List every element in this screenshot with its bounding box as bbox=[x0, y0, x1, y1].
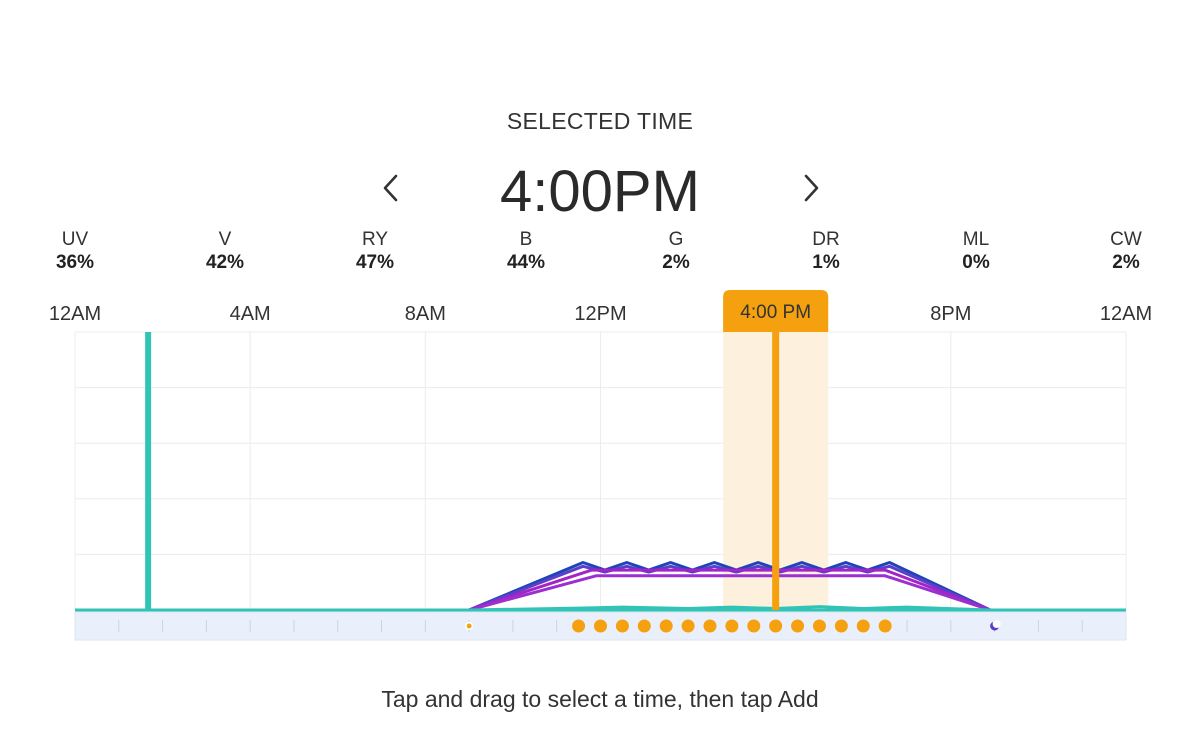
timeline-dot bbox=[572, 619, 586, 633]
timeline-dot bbox=[791, 619, 805, 633]
timeline-dot bbox=[856, 619, 870, 633]
channel-name: B bbox=[519, 229, 533, 250]
timeline-dot bbox=[637, 619, 651, 633]
channel-ml: ML 0% bbox=[926, 228, 1026, 274]
timeline-dot bbox=[769, 619, 783, 633]
channel-b: B 44% bbox=[476, 228, 576, 274]
channel-name: UV bbox=[61, 229, 89, 250]
channel-name: G bbox=[668, 229, 684, 250]
x-tick-label: 12PM bbox=[574, 303, 626, 325]
timeline-dot bbox=[747, 619, 761, 633]
next-time-button[interactable] bbox=[791, 168, 831, 208]
instruction-text: Tap and drag to select a time, then tap … bbox=[381, 686, 819, 712]
channel-values: UV 36% V 42% RY 47% B 44% G 2% DR 1% ML … bbox=[0, 228, 1200, 278]
schedule-chart[interactable]: 4:00 PM 12AM 4AM 8AM 12PM 8PM 12AM bbox=[0, 285, 1200, 655]
timeline-dot bbox=[812, 619, 826, 633]
timeline-dot bbox=[594, 619, 607, 633]
channel-v: V 42% bbox=[175, 228, 275, 274]
x-tick-label: 12AM bbox=[49, 303, 101, 325]
channel-uv: UV 36% bbox=[25, 228, 125, 274]
chevron-left-icon bbox=[383, 174, 398, 202]
time-cursor-badge bbox=[723, 290, 829, 332]
chevron-right-icon bbox=[804, 174, 819, 202]
channel-value: 44% bbox=[506, 252, 546, 273]
series-line-5 bbox=[75, 605, 1126, 612]
channel-value: 2% bbox=[1112, 252, 1140, 273]
channel-value: 47% bbox=[355, 252, 395, 273]
channel-value: 2% bbox=[662, 252, 690, 273]
channel-g: G 2% bbox=[626, 228, 726, 274]
channel-value: 42% bbox=[205, 252, 245, 273]
x-tick-label: 8PM bbox=[930, 303, 971, 325]
channel-cw: CW 2% bbox=[1076, 228, 1176, 274]
channel-name: ML bbox=[962, 229, 990, 250]
timeline-dot bbox=[878, 619, 892, 633]
timeline-dot bbox=[725, 619, 739, 633]
moon-icon bbox=[990, 620, 1001, 631]
selected-time-value: 4:00PM bbox=[500, 159, 700, 224]
channel-ry: RY 47% bbox=[325, 228, 425, 274]
channel-name: RY bbox=[361, 229, 389, 250]
channel-dr: DR 1% bbox=[776, 228, 876, 274]
x-tick-label: 8AM bbox=[405, 303, 446, 325]
timeline-dot bbox=[834, 619, 848, 633]
channel-name: DR bbox=[812, 229, 840, 250]
timeline-dot bbox=[681, 619, 695, 633]
channel-value: 36% bbox=[55, 252, 95, 273]
series-line-2 bbox=[75, 564, 1126, 612]
channel-name: CW bbox=[1110, 229, 1142, 250]
channel-value: 1% bbox=[812, 252, 840, 273]
x-tick-label: 12AM bbox=[1100, 303, 1152, 325]
channel-value: 0% bbox=[962, 252, 990, 273]
timeline-dot bbox=[615, 619, 629, 633]
timeline-dot bbox=[703, 619, 717, 633]
timeline-dot bbox=[465, 622, 474, 630]
channel-name: V bbox=[218, 229, 232, 250]
time-cursor-label: 4:00 PM bbox=[740, 302, 811, 323]
x-tick-label: 4AM bbox=[230, 303, 271, 325]
timeline-dot bbox=[659, 619, 673, 633]
previous-time-button[interactable] bbox=[371, 168, 411, 208]
selected-time-label: SELECTED TIME bbox=[506, 108, 694, 134]
